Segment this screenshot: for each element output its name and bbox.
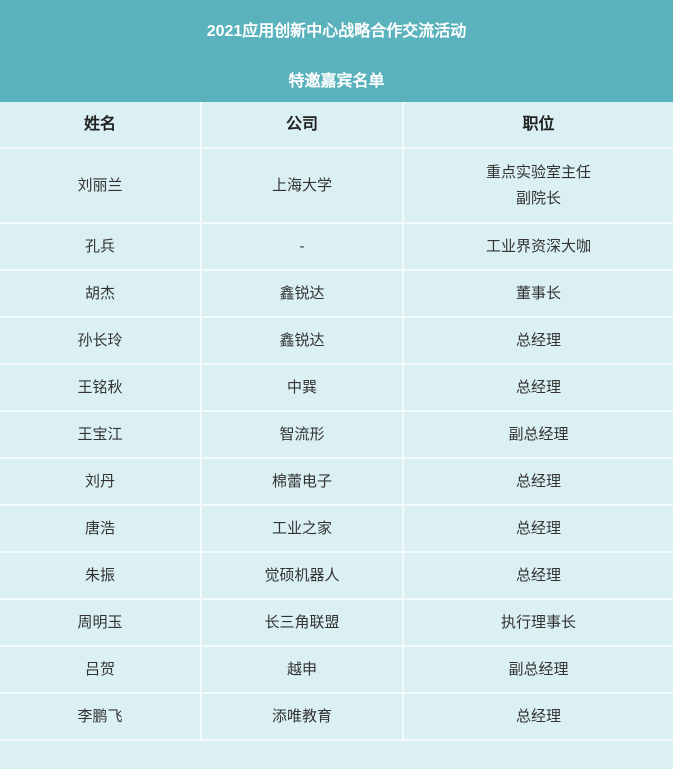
title-text: 工业界资深大咖 bbox=[485, 237, 591, 255]
cell-company: 长三角联盟 bbox=[200, 598, 404, 647]
name-text: 朱振 bbox=[84, 566, 115, 584]
name-text: 周明玉 bbox=[77, 613, 123, 631]
cell-name: 刘丹 bbox=[0, 457, 202, 506]
cell-name: 胡杰 bbox=[0, 269, 202, 318]
table-row: 孙长玲 鑫锐达 总经理 bbox=[0, 316, 673, 365]
table-header-row: 姓名 公司 职位 bbox=[0, 102, 673, 149]
company-text: 越申 bbox=[286, 660, 317, 678]
table-row: 周明玉 长三角联盟 执行理事长 bbox=[0, 598, 673, 647]
table-row: 王宝江 智流形 副总经理 bbox=[0, 410, 673, 459]
company-text: 中巽 bbox=[286, 378, 317, 396]
title-text: 总经理 bbox=[515, 378, 561, 396]
cell-title: 总经理 bbox=[402, 457, 673, 506]
name-text: 刘丽兰 bbox=[77, 176, 123, 194]
table-row: 唐浩 工业之家 总经理 bbox=[0, 504, 673, 553]
company-text: 长三角联盟 bbox=[264, 613, 340, 631]
name-text: 唐浩 bbox=[84, 519, 115, 537]
cell-title: 总经理 bbox=[402, 551, 673, 600]
cell-title: 总经理 bbox=[402, 504, 673, 553]
cell-title: 总经理 bbox=[402, 316, 673, 365]
title-text: 执行理事长 bbox=[500, 613, 576, 631]
cell-name: 孙长玲 bbox=[0, 316, 202, 365]
table-row: 王铭秋 中巽 总经理 bbox=[0, 363, 673, 412]
name-text: 刘丹 bbox=[84, 472, 115, 490]
table-row: 孔兵 - 工业界资深大咖 bbox=[0, 222, 673, 271]
cell-name: 刘丽兰 bbox=[0, 147, 202, 224]
title-text: 总经理 bbox=[515, 331, 561, 349]
table-row: 胡杰 鑫锐达 董事长 bbox=[0, 269, 673, 318]
column-header-title: 职位 bbox=[402, 102, 673, 149]
page-subtitle: 特邀嘉宾名单 bbox=[288, 73, 385, 90]
title-text: 副总经理 bbox=[508, 425, 569, 443]
title-text: 董事长 bbox=[515, 284, 561, 302]
column-header-name: 姓名 bbox=[0, 102, 202, 149]
cell-company: 棉蕾电子 bbox=[200, 457, 404, 506]
cell-company: 越申 bbox=[200, 645, 404, 694]
cell-title: 副总经理 bbox=[402, 645, 673, 694]
cell-name: 孔兵 bbox=[0, 222, 202, 271]
title-text: 重点实验室主任 bbox=[485, 163, 591, 181]
cell-name: 王宝江 bbox=[0, 410, 202, 459]
name-text: 胡杰 bbox=[84, 284, 115, 302]
company-text: 工业之家 bbox=[271, 519, 332, 537]
name-text: 孙长玲 bbox=[77, 331, 123, 349]
table-row: 李鹏飞 添唯教育 总经理 bbox=[0, 692, 673, 741]
cell-company: 添唯教育 bbox=[200, 692, 404, 741]
name-text: 李鹏飞 bbox=[77, 707, 123, 725]
company-text: 觉硕机器人 bbox=[264, 566, 340, 584]
cell-company: 上海大学 bbox=[200, 147, 404, 224]
cell-title: 总经理 bbox=[402, 692, 673, 741]
title-text: 总经理 bbox=[515, 472, 561, 490]
name-text: 孔兵 bbox=[84, 237, 115, 255]
cell-company: - bbox=[200, 222, 404, 271]
company-text: 上海大学 bbox=[271, 176, 332, 194]
company-text: - bbox=[299, 237, 305, 255]
cell-title: 执行理事长 bbox=[402, 598, 673, 647]
cell-company: 觉硕机器人 bbox=[200, 551, 404, 600]
cell-name: 朱振 bbox=[0, 551, 202, 600]
cell-company: 工业之家 bbox=[200, 504, 404, 553]
cell-company: 中巽 bbox=[200, 363, 404, 412]
table-row: 刘丽兰 上海大学 重点实验室主任 副院长 bbox=[0, 147, 673, 224]
table-row: 朱振 觉硕机器人 总经理 bbox=[0, 551, 673, 600]
title-text: 总经理 bbox=[515, 519, 561, 537]
cell-name: 唐浩 bbox=[0, 504, 202, 553]
cell-title: 总经理 bbox=[402, 363, 673, 412]
company-text: 鑫锐达 bbox=[279, 331, 325, 349]
cell-title: 董事长 bbox=[402, 269, 673, 318]
cell-company: 鑫锐达 bbox=[200, 269, 404, 318]
column-header-company: 公司 bbox=[200, 102, 404, 149]
cell-name: 李鹏飞 bbox=[0, 692, 202, 741]
table-row: 吕贺 越申 副总经理 bbox=[0, 645, 673, 694]
cell-company: 智流形 bbox=[200, 410, 404, 459]
page-header: 2021应用创新中心战略合作交流活动 特邀嘉宾名单 bbox=[0, 0, 673, 102]
table-row: 刘丹 棉蕾电子 总经理 bbox=[0, 457, 673, 506]
company-text: 鑫锐达 bbox=[279, 284, 325, 302]
cell-name: 王铭秋 bbox=[0, 363, 202, 412]
title-text-line2: 副院长 bbox=[515, 189, 561, 207]
name-text: 王铭秋 bbox=[77, 378, 123, 396]
company-text: 棉蕾电子 bbox=[271, 472, 332, 490]
page-title: 2021应用创新中心战略合作交流活动 bbox=[206, 23, 467, 40]
cell-title: 工业界资深大咖 bbox=[402, 222, 673, 271]
cell-title: 重点实验室主任 副院长 bbox=[402, 147, 673, 224]
name-text: 吕贺 bbox=[84, 660, 115, 678]
name-text: 王宝江 bbox=[77, 425, 123, 443]
title-text: 副总经理 bbox=[508, 660, 569, 678]
company-text: 智流形 bbox=[279, 425, 325, 443]
company-text: 添唯教育 bbox=[271, 707, 332, 725]
cell-name: 周明玉 bbox=[0, 598, 202, 647]
title-text: 总经理 bbox=[515, 707, 561, 725]
cell-name: 吕贺 bbox=[0, 645, 202, 694]
cell-title: 副总经理 bbox=[402, 410, 673, 459]
title-text: 总经理 bbox=[515, 566, 561, 584]
cell-company: 鑫锐达 bbox=[200, 316, 404, 365]
guest-table: 姓名 公司 职位 刘丽兰 上海大学 重点实验室主任 副院长 孔兵 - 工业界资深大咖 胡杰 鑫锐… bbox=[0, 102, 673, 741]
